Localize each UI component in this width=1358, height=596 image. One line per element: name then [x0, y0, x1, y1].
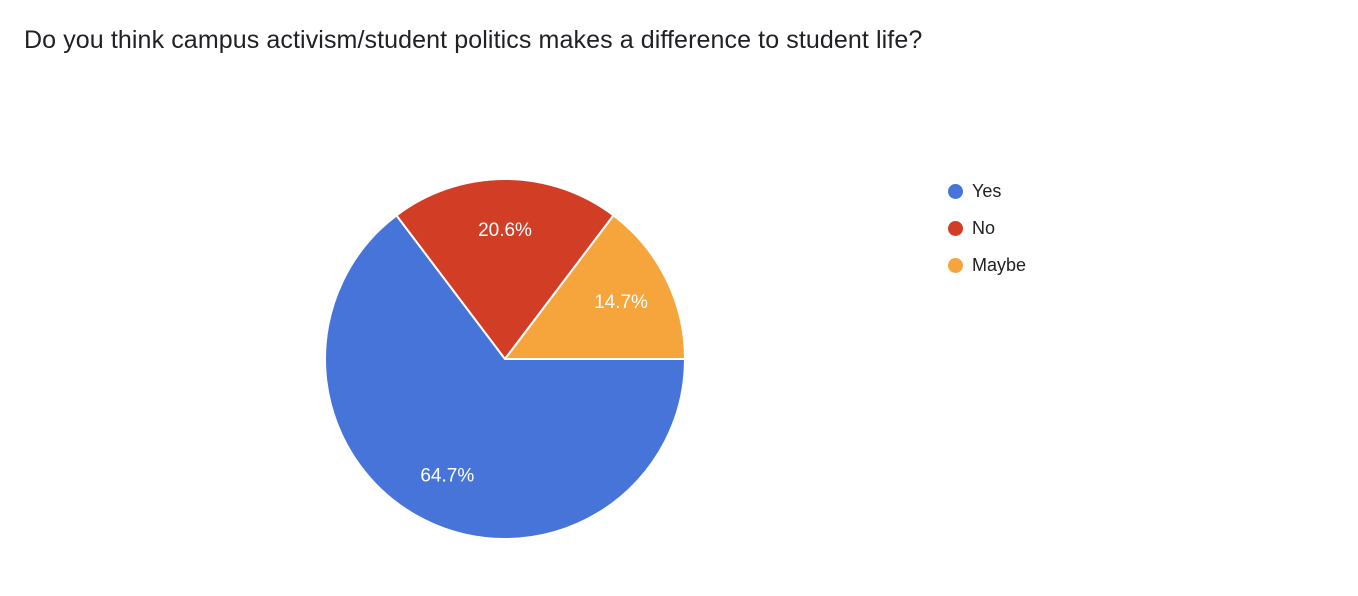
pie-slice-maybe[interactable] — [504, 214, 686, 360]
legend-item-maybe: Maybe — [948, 254, 1026, 277]
pie-chart: 64.7% 20.6% 14.7% — [315, 169, 695, 549]
legend-swatch-icon — [948, 184, 963, 199]
pie-slice-yes[interactable] — [324, 214, 686, 540]
pie-slice-label-no: 20.6% — [478, 220, 532, 241]
pie-chart-svg: 64.7% 20.6% 14.7% — [324, 178, 686, 540]
legend-swatch-icon — [948, 258, 963, 273]
legend-label: Yes — [972, 181, 1002, 201]
pie-slice-no[interactable] — [395, 178, 615, 360]
chart-title: Do you think campus activism/student pol… — [24, 26, 923, 54]
pie-slice-label-maybe: 14.7% — [594, 292, 648, 313]
legend-item-no: No — [948, 217, 1026, 240]
legend: Yes No Maybe — [948, 180, 1026, 277]
legend-label: Maybe — [972, 255, 1027, 275]
legend-swatch-icon — [948, 221, 963, 236]
pie-slice-label-yes: 64.7% — [420, 466, 474, 487]
legend-label: No — [972, 218, 996, 238]
legend-item-yes: Yes — [948, 180, 1026, 203]
